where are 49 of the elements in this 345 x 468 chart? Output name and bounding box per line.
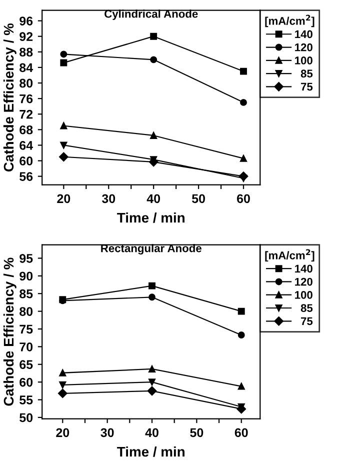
y-tick-label: 68 (20, 125, 33, 134)
y-tick-label: 72 (20, 110, 33, 119)
y-tick-label: 65 (20, 360, 33, 370)
x-tick-label: 60 (234, 428, 248, 438)
legend-label: 120 (295, 43, 312, 52)
chart-title: Cylindrical Anode (104, 10, 198, 20)
y-tick-label: 60 (20, 156, 33, 166)
legend-label: 140 (295, 30, 312, 38)
x-tick-label: 40 (145, 428, 158, 438)
legend-label: 140 (295, 264, 312, 273)
y-tick-label: 90 (20, 272, 33, 281)
y-tick-label: 88 (20, 48, 33, 57)
x-tick-label: 40 (146, 194, 160, 204)
y-tick-label: 76 (20, 94, 33, 104)
y-tick-label: 70 (20, 342, 33, 352)
chart-title: Rectangular Anode (101, 244, 202, 254)
x-tick-label: 30 (100, 428, 114, 438)
x-axis-title: Time / min (117, 212, 184, 223)
legend-label: 100 (295, 290, 312, 299)
y-tick-label: 50 (20, 413, 33, 422)
legend-title: [mA/cm$^{2}$] (265, 14, 314, 28)
legend-label: 85 (300, 70, 313, 78)
y-tick-label: 80 (20, 307, 33, 316)
y-tick-label: 92 (20, 32, 33, 41)
y-axis-title: Cathode Efficiency / % (3, 23, 16, 172)
legend-title: [mA/cm$^{2}$] (265, 249, 314, 262)
legend-label: 100 (295, 56, 312, 64)
y-tick-label: 56 (20, 172, 33, 181)
y-axis-title: Cathode Efficiency / % (3, 258, 16, 406)
x-axis-title: Time / min (117, 446, 184, 457)
y-tick-label: 55 (20, 396, 33, 404)
y-tick-label: 80 (20, 78, 33, 88)
x-tick-label: 20 (56, 428, 70, 438)
legend-label: 75 (301, 82, 313, 91)
x-tick-label: 60 (237, 194, 250, 204)
x-tick-label: 50 (192, 194, 205, 204)
y-tick-label: 96 (20, 16, 33, 26)
x-tick-label: 20 (57, 194, 70, 204)
x-tick-label: 50 (190, 428, 204, 438)
y-tick-label: 85 (20, 289, 33, 298)
y-tick-label: 95 (20, 254, 33, 263)
legend-label: 120 (295, 278, 312, 286)
legend-label: 85 (300, 304, 313, 312)
x-tick-label: 30 (102, 194, 116, 204)
y-tick-label: 84 (20, 63, 33, 72)
legend-label: 75 (301, 317, 313, 326)
y-tick-label: 75 (20, 324, 33, 334)
y-tick-label: 64 (20, 141, 33, 150)
y-tick-label: 60 (20, 378, 33, 387)
